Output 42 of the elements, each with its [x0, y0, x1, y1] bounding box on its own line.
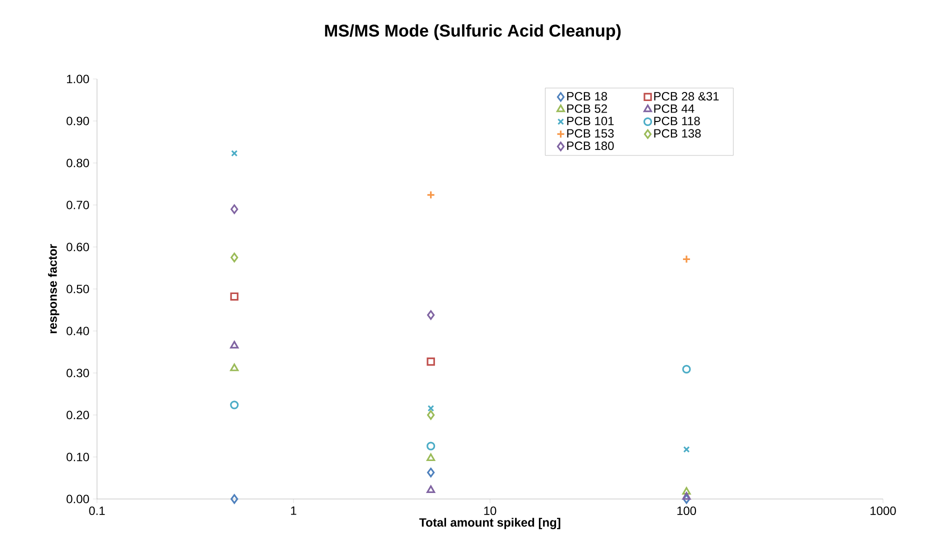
- y-tick-label: 0.30: [66, 368, 90, 378]
- point: [230, 252, 238, 262]
- y-axis-title: response factor: [48, 244, 60, 334]
- y-tick-label: 0.80: [66, 158, 90, 168]
- point: [231, 150, 238, 157]
- point: [230, 494, 238, 504]
- y-tick-label: 1.00: [67, 74, 90, 84]
- x-tick-label: 1: [291, 506, 296, 515]
- y-tick-label: 0.50: [66, 284, 90, 294]
- y-tick-label: 0.90: [66, 116, 90, 126]
- y-tick-label: 0.10: [66, 452, 90, 462]
- point: [230, 364, 239, 372]
- legend-label: PCB 101: [567, 116, 614, 126]
- x-tick-label: 1000: [870, 506, 896, 516]
- point: [682, 492, 691, 500]
- y-tick-label: 0.20: [66, 410, 90, 420]
- x-tick-label: 0.1: [89, 506, 105, 516]
- x-axis-title: Total amount spiked [ng]: [419, 518, 560, 530]
- y-tick-label: 0.00: [66, 494, 90, 504]
- legend-label: PCB 28 &31: [654, 92, 719, 101]
- legend-label: PCB 118: [654, 116, 700, 126]
- y-tick-label: 0.60: [66, 242, 90, 252]
- x-tick-label: 100: [677, 506, 696, 516]
- point: [682, 364, 691, 374]
- point: [683, 446, 690, 453]
- point: [230, 292, 238, 301]
- point: [682, 254, 691, 264]
- legend-label: PCB 44: [654, 104, 694, 113]
- legend-label: PCB 52: [567, 104, 607, 113]
- point: [230, 400, 239, 410]
- point: [682, 487, 691, 495]
- legend-label: PCB 180: [567, 142, 614, 150]
- y-tick-label: 0.40: [66, 326, 90, 336]
- point: [230, 204, 238, 214]
- point: [682, 494, 690, 504]
- chart-title: MS/MS Mode (Sulfuric Acid Cleanup): [325, 24, 621, 40]
- y-tick-label: 0.70: [66, 200, 90, 210]
- legend-label: PCB 153: [567, 129, 614, 138]
- legend-label: PCB 138: [654, 129, 701, 138]
- x-tick-label: 10: [484, 506, 496, 516]
- point: [230, 340, 239, 348]
- legend-label: PCB 18: [567, 92, 608, 101]
